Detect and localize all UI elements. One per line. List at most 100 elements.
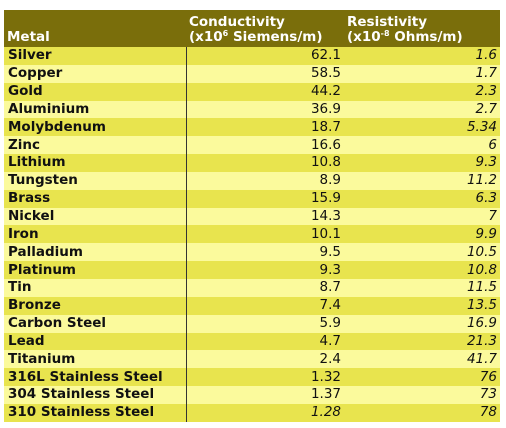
resistivity-cell: 11.2 — [344, 171, 500, 190]
table-header: Metal Conductivity (x106 Siemens/m) Resis… — [4, 10, 500, 47]
conductivity-cell: 5.9 — [186, 314, 344, 333]
header-resistivity-unit-prefix: (x10 — [347, 29, 381, 45]
resistivity-cell: 6.3 — [344, 189, 500, 208]
metal-name-cell: Carbon Steel — [4, 314, 187, 333]
resistivity-cell: 13.5 — [344, 296, 500, 315]
metal-name-cell: Tungsten — [4, 171, 187, 190]
resistivity-cell: 1.7 — [344, 64, 500, 83]
conductivity-cell: 1.32 — [186, 368, 344, 387]
table-row: Palladium 9.5 10.5 — [4, 243, 500, 262]
resistivity-cell: 5.34 — [344, 118, 500, 137]
header-resistivity-unit-suffix: Ohms/m) — [389, 29, 463, 45]
header-row: Metal Conductivity (x106 Siemens/m) Resis… — [4, 10, 500, 47]
header-conductivity-unit-suffix: Siemens/m) — [228, 29, 323, 45]
metals-conductivity-table: Metal Conductivity (x106 Siemens/m) Resis… — [4, 10, 501, 422]
metal-name-cell: Iron — [4, 225, 187, 244]
header-conductivity-title: Conductivity — [189, 14, 285, 30]
metal-name-cell: Platinum — [4, 261, 187, 279]
table-row: Titanium 2.4 41.7 — [4, 350, 500, 369]
conductivity-cell: 4.7 — [186, 332, 344, 351]
metal-name-cell: Bronze — [4, 296, 187, 315]
conductivity-cell: 62.1 — [186, 47, 344, 65]
conductivity-cell: 58.5 — [186, 64, 344, 83]
table-row: Lithium 10.8 9.3 — [4, 154, 500, 172]
resistivity-cell: 10.5 — [344, 243, 500, 262]
table-row: Copper 58.5 1.7 — [4, 64, 500, 83]
header-resistivity: Resistivity (x10-8 Ohms/m) — [344, 10, 500, 47]
table-row: Aluminium 36.9 2.7 — [4, 100, 500, 119]
conductivity-cell: 44.2 — [186, 82, 344, 101]
conductivity-cell: 14.3 — [186, 207, 344, 226]
table-row: Carbon Steel 5.9 16.9 — [4, 314, 500, 333]
metal-name-cell: Molybdenum — [4, 118, 187, 137]
header-resistivity-unit-exp: -8 — [380, 29, 390, 38]
conductivity-cell: 16.6 — [186, 136, 344, 155]
resistivity-cell: 76 — [344, 368, 500, 387]
metal-name-cell: 316L Stainless Steel — [4, 368, 187, 387]
conductivity-cell: 8.7 — [186, 278, 344, 297]
table-row: Tin 8.7 11.5 — [4, 278, 500, 297]
table-row: Tungsten 8.9 11.2 — [4, 171, 500, 190]
resistivity-cell: 16.9 — [344, 314, 500, 333]
table-row: 316L Stainless Steel 1.32 76 — [4, 368, 500, 387]
metal-name-cell: 310 Stainless Steel — [4, 403, 187, 422]
resistivity-cell: 10.8 — [344, 261, 500, 279]
header-resistivity-title: Resistivity — [347, 14, 428, 30]
header-conductivity: Conductivity (x106 Siemens/m) — [186, 10, 344, 47]
table-row: Zinc 16.6 6 — [4, 136, 500, 155]
metal-name-cell: Palladium — [4, 243, 187, 262]
table-row: Iron 10.1 9.9 — [4, 225, 500, 244]
table-row: Molybdenum 18.7 5.34 — [4, 118, 500, 137]
conductivity-cell: 8.9 — [186, 171, 344, 190]
table-row: 310 Stainless Steel 1.28 78 — [4, 403, 500, 422]
metal-name-cell: Copper — [4, 64, 187, 83]
resistivity-cell: 11.5 — [344, 278, 500, 297]
metal-name-cell: Nickel — [4, 207, 187, 226]
resistivity-cell: 2.3 — [344, 82, 500, 101]
header-conductivity-unit-prefix: (x10 — [189, 29, 223, 45]
table-row: Nickel 14.3 7 — [4, 207, 500, 226]
resistivity-cell: 78 — [344, 403, 500, 422]
metal-name-cell: Brass — [4, 189, 187, 208]
resistivity-cell: 9.3 — [344, 154, 500, 172]
conductivity-cell: 10.1 — [186, 225, 344, 244]
metal-name-cell: Tin — [4, 278, 187, 297]
resistivity-cell: 1.6 — [344, 47, 500, 65]
metal-name-cell: Aluminium — [4, 100, 187, 119]
resistivity-cell: 7 — [344, 207, 500, 226]
resistivity-cell: 41.7 — [344, 350, 500, 369]
table-row: Silver 62.1 1.6 — [4, 47, 500, 65]
resistivity-cell: 21.3 — [344, 332, 500, 351]
conductivity-cell: 18.7 — [186, 118, 344, 137]
metal-name-cell: 304 Stainless Steel — [4, 386, 187, 404]
conductivity-cell: 9.5 — [186, 243, 344, 262]
table-row: Bronze 7.4 13.5 — [4, 296, 500, 315]
conductivity-cell: 1.37 — [186, 386, 344, 404]
table-row: Brass 15.9 6.3 — [4, 189, 500, 208]
header-metal-label: Metal — [7, 29, 50, 45]
table-row: Gold 44.2 2.3 — [4, 82, 500, 101]
header-conductivity-unit-exp: 6 — [222, 29, 229, 38]
resistivity-cell: 9.9 — [344, 225, 500, 244]
metal-name-cell: Gold — [4, 82, 187, 101]
conductivity-cell: 36.9 — [186, 100, 344, 119]
resistivity-cell: 2.7 — [344, 100, 500, 119]
table-row: 304 Stainless Steel 1.37 73 — [4, 386, 500, 404]
table-row: Lead 4.7 21.3 — [4, 332, 500, 351]
conductivity-cell: 7.4 — [186, 296, 344, 315]
conductivity-cell: 1.28 — [186, 403, 344, 422]
resistivity-cell: 73 — [344, 386, 500, 404]
resistivity-cell: 6 — [344, 136, 500, 155]
conductivity-cell: 15.9 — [186, 189, 344, 208]
table-body: Silver 62.1 1.6 Copper 58.5 1.7 Gold 44.2 2.3 Alu… — [4, 47, 500, 422]
metal-name-cell: Titanium — [4, 350, 187, 369]
metal-name-cell: Zinc — [4, 136, 187, 155]
metal-name-cell: Lead — [4, 332, 187, 351]
metal-name-cell: Lithium — [4, 154, 187, 172]
metal-name-cell: Silver — [4, 47, 187, 65]
conductivity-cell: 9.3 — [186, 261, 344, 279]
table-row: Platinum 9.3 10.8 — [4, 261, 500, 279]
header-metal: Metal — [4, 10, 186, 47]
conductivity-cell: 10.8 — [186, 154, 344, 172]
conductivity-cell: 2.4 — [186, 350, 344, 369]
